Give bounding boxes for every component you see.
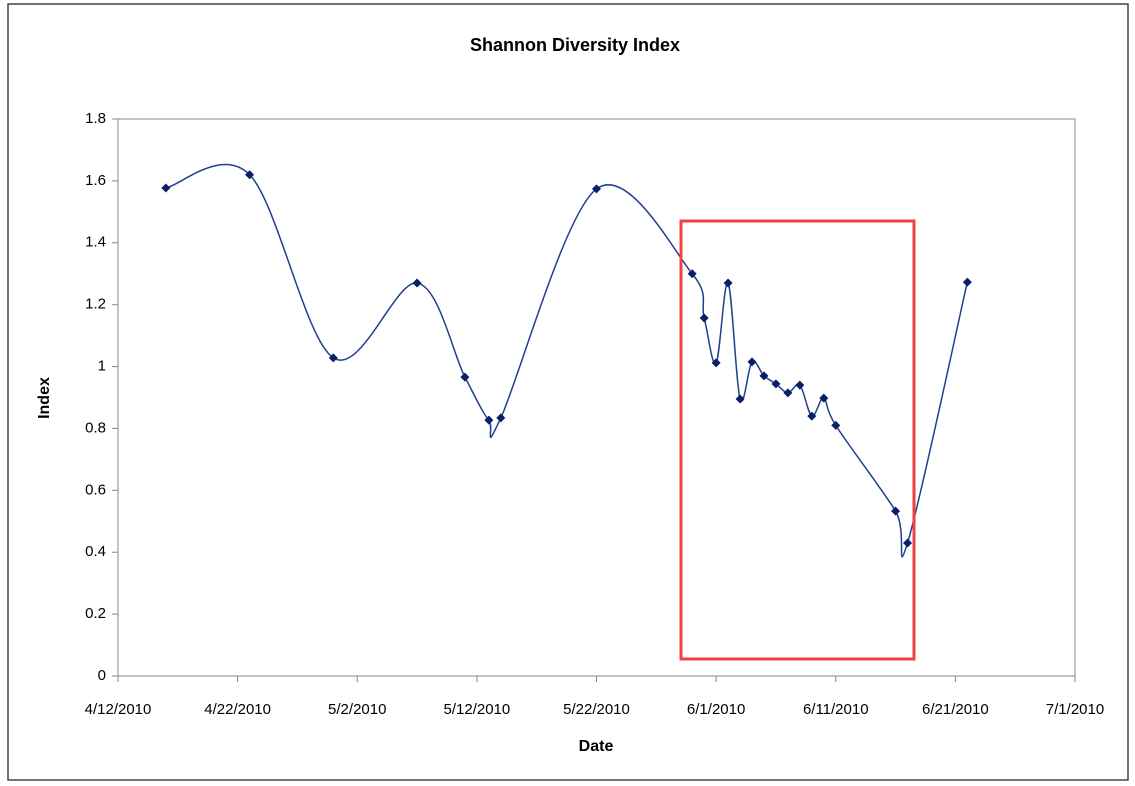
x-tick-label: 4/12/2010 xyxy=(85,701,152,718)
data-point xyxy=(807,411,817,421)
data-point xyxy=(496,413,506,423)
data-point xyxy=(460,372,470,382)
data-point xyxy=(891,506,901,516)
series-line xyxy=(165,163,969,558)
data-point xyxy=(783,388,793,398)
y-tick-label: 1 xyxy=(98,358,106,375)
y-tick-label: 0.6 xyxy=(85,481,106,498)
data-point xyxy=(759,371,769,381)
x-tick-label: 5/12/2010 xyxy=(444,701,511,718)
chart-title: Shannon Diversity Index xyxy=(470,35,680,55)
marks xyxy=(161,163,972,558)
data-point xyxy=(903,538,913,548)
data-point xyxy=(687,269,697,279)
highlight-box xyxy=(679,219,916,661)
data-point xyxy=(771,379,781,389)
data-point xyxy=(747,357,757,367)
x-tick-label: 4/22/2010 xyxy=(204,701,271,718)
data-point xyxy=(484,415,494,425)
y-tick-label: 1.2 xyxy=(85,296,106,313)
x-tick-label: 5/22/2010 xyxy=(563,701,630,718)
data-point xyxy=(735,394,745,404)
data-point xyxy=(592,184,601,194)
data-point xyxy=(819,393,829,403)
data-point xyxy=(412,278,422,288)
y-tick-label: 0.2 xyxy=(85,605,106,622)
plot-area xyxy=(117,118,1076,677)
y-tick-label: 1.6 xyxy=(85,172,106,189)
x-tick-label: 7/1/2010 xyxy=(1046,701,1104,718)
data-point xyxy=(328,353,338,363)
x-axis-label: Date xyxy=(579,738,614,755)
x-tick-label: 5/2/2010 xyxy=(328,701,386,718)
x-tick-label: 6/1/2010 xyxy=(687,701,745,718)
data-point xyxy=(962,277,972,287)
y-tick-label: 0.4 xyxy=(85,543,106,560)
y-tick-label: 1.8 xyxy=(85,110,106,127)
data-point xyxy=(723,278,733,288)
data-point xyxy=(711,358,721,368)
y-tick-label: 1.4 xyxy=(85,234,106,251)
data-point xyxy=(831,420,841,430)
data-point xyxy=(795,380,805,390)
y-axis-label: Index xyxy=(36,377,53,419)
y-tick-label: 0 xyxy=(98,667,106,684)
x-tick-label: 6/21/2010 xyxy=(922,701,989,718)
data-point xyxy=(161,183,171,193)
y-tick-label: 0.8 xyxy=(85,419,106,436)
data-point xyxy=(245,170,255,180)
data-point xyxy=(699,313,709,323)
x-tick-label: 6/11/2010 xyxy=(803,701,869,718)
